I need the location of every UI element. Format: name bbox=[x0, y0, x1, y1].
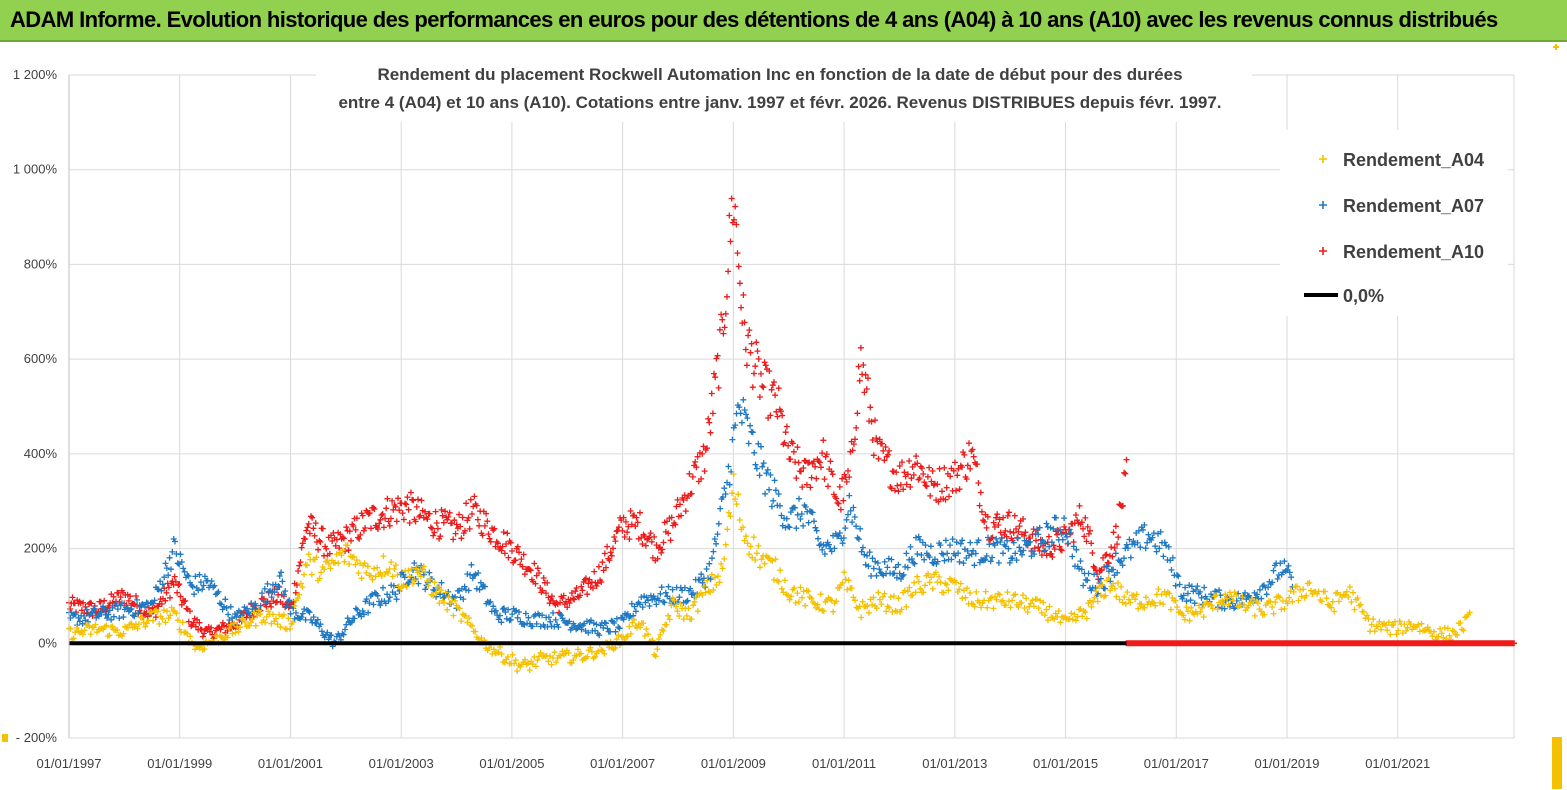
x-tick-label: 01/01/1999 bbox=[147, 756, 212, 771]
y-tick-label: 800% bbox=[24, 256, 58, 271]
y-tick-label: 200% bbox=[24, 541, 58, 556]
legend-marker-a10 bbox=[1319, 247, 1327, 255]
legend-marker-a04 bbox=[1319, 155, 1327, 163]
chart-subtitle: Rendement du placement Rockwell Automati… bbox=[316, 56, 1252, 122]
corner-marker-top-right bbox=[1553, 44, 1559, 50]
series-points-rendement-a07 bbox=[66, 396, 1296, 650]
legend-item-zero: 0,0% bbox=[1304, 286, 1384, 306]
subtitle-line-1: Rendement du placement Rockwell Automati… bbox=[377, 65, 1182, 84]
header-banner: ADAM Informe. Evolution historique des p… bbox=[0, 0, 1567, 42]
legend-item-a04: Rendement_A04 bbox=[1319, 150, 1484, 170]
x-tick-label: 01/01/2011 bbox=[812, 756, 876, 771]
corner-marker-bottom-right bbox=[1552, 737, 1562, 789]
page-title: ADAM Informe. Evolution historique des p… bbox=[10, 7, 1498, 32]
y-tick-label: - 200% bbox=[16, 730, 58, 745]
chart-grid bbox=[68, 74, 1515, 739]
x-tick-label: 01/01/2015 bbox=[1033, 756, 1098, 771]
y-tick-label: 0% bbox=[38, 635, 57, 650]
y-tick-label: 600% bbox=[24, 351, 58, 366]
chart-axes: 1 200% 1 000% 800% 600% 400% 200% 0% - 200% 01/0… bbox=[13, 67, 1430, 771]
series-rendement-a07 bbox=[66, 396, 1296, 650]
x-tick-label: 01/01/1997 bbox=[36, 756, 101, 771]
x-tick-label: 01/01/2021 bbox=[1365, 756, 1430, 771]
series-points-zero-markers bbox=[1123, 640, 1517, 647]
x-tick-label: 01/01/2013 bbox=[922, 756, 987, 771]
legend-item-a10: Rendement_A10 bbox=[1319, 242, 1484, 262]
x-tick-label: 01/01/2001 bbox=[258, 756, 323, 771]
x-tick-label: 01/01/2017 bbox=[1144, 756, 1209, 771]
x-tick-label: 01/01/2009 bbox=[701, 756, 766, 771]
legend-label-a04: Rendement_A04 bbox=[1343, 150, 1484, 170]
chart-marks bbox=[66, 195, 1517, 674]
series-rendement-a10 bbox=[66, 195, 1130, 642]
subtitle-background bbox=[316, 56, 1252, 122]
legend-marker-a07 bbox=[1319, 201, 1327, 209]
legend-background bbox=[1280, 130, 1508, 316]
legend-item-a07: Rendement_A07 bbox=[1319, 196, 1484, 216]
performance-chart: 1 200% 1 000% 800% 600% 400% 200% 0% - 200% 01/0… bbox=[2, 44, 1562, 789]
legend-label-a07: Rendement_A07 bbox=[1343, 196, 1484, 216]
series-points-rendement-a10 bbox=[66, 195, 1130, 642]
chart-legend: Rendement_A04 Rendement_A07 Rendement_A1… bbox=[1280, 130, 1508, 316]
y-tick-label: 1 200% bbox=[13, 67, 58, 82]
legend-label-a10: Rendement_A10 bbox=[1343, 242, 1484, 262]
y-tick-label: 1 000% bbox=[13, 162, 58, 177]
x-tick-label: 01/01/2005 bbox=[479, 756, 544, 771]
corner-marker-bottom-left bbox=[2, 734, 8, 742]
x-tick-label: 01/01/2007 bbox=[590, 756, 655, 771]
x-tick-label: 01/01/2003 bbox=[369, 756, 434, 771]
legend-label-zero: 0,0% bbox=[1343, 286, 1384, 306]
subtitle-line-2: entre 4 (A04) et 10 ans (A10). Cotations… bbox=[338, 93, 1221, 112]
x-tick-label: 01/01/2019 bbox=[1254, 756, 1319, 771]
y-tick-label: 400% bbox=[24, 446, 58, 461]
